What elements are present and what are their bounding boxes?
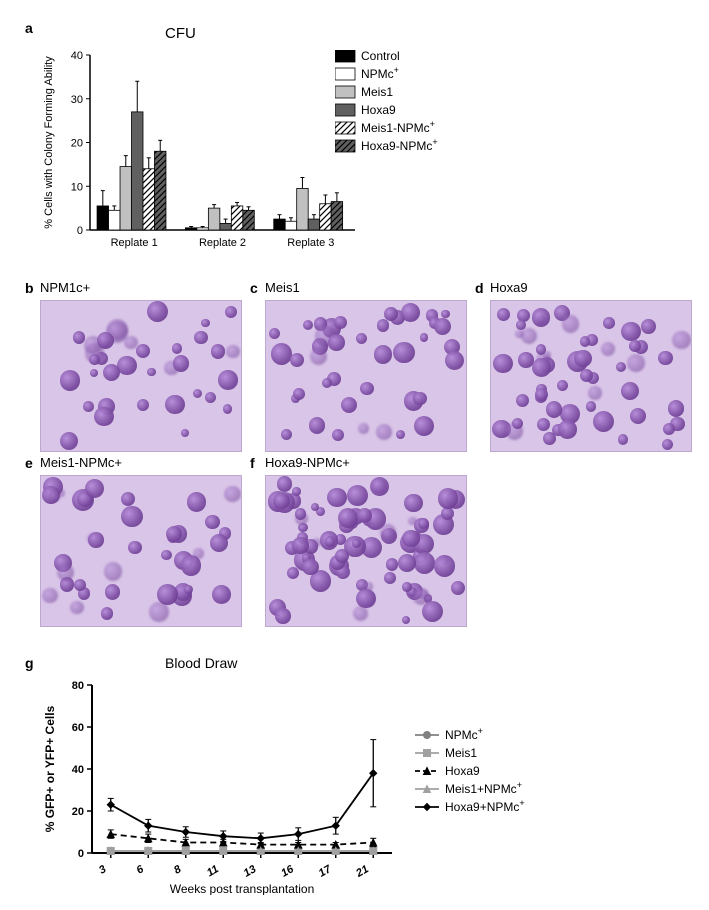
- panel-g-title: Blood Draw: [165, 655, 237, 671]
- svg-text:8: 8: [172, 863, 184, 877]
- svg-text:13: 13: [242, 863, 259, 880]
- svg-text:60: 60: [72, 722, 84, 734]
- svg-text:Hoxa9-NPMc+: Hoxa9-NPMc+: [361, 137, 438, 153]
- panel-a-label: a: [25, 20, 33, 36]
- panel-c-title: Meis1: [265, 280, 300, 295]
- svg-text:Meis1-NPMc+: Meis1-NPMc+: [361, 119, 435, 135]
- micrograph-e: [40, 475, 242, 627]
- micrograph-c: [265, 300, 467, 452]
- svg-text:30: 30: [71, 94, 83, 106]
- svg-text:NPMc+: NPMc+: [361, 65, 399, 81]
- panel-b-label: b: [25, 280, 34, 296]
- panel-e-label: e: [25, 455, 33, 471]
- micrograph-d: [490, 300, 692, 452]
- svg-text:17: 17: [317, 863, 334, 880]
- panel-g-legend: NPMc+ Meis1 Hoxa9 Meis1+NPMc+ Hoxa9+NPMc+: [415, 725, 585, 830]
- svg-text:40: 40: [72, 764, 84, 776]
- panel-a-chart: % Cells with Colony Forming Ability 0 10 20…: [40, 40, 360, 260]
- svg-text:NPMc+: NPMc+: [445, 726, 483, 742]
- panel-b-title: NPM1c+: [40, 280, 90, 295]
- svg-text:0: 0: [77, 225, 83, 237]
- panel-e-title: Meis1-NPMc+: [40, 455, 122, 470]
- panel-f-title: Hoxa9-NPMc+: [265, 455, 350, 470]
- svg-text:Hoxa9: Hoxa9: [361, 103, 396, 117]
- panel-a-legend: Control NPMc+ Meis1 Hoxa9 Meis1-NPMc+ Hoxa9-N…: [335, 50, 495, 175]
- svg-text:Replate 2: Replate 2: [199, 237, 246, 249]
- svg-text:80: 80: [72, 680, 84, 692]
- svg-text:Replate 3: Replate 3: [287, 237, 334, 249]
- panel-c-label: c: [250, 280, 258, 296]
- svg-text:Meis1: Meis1: [361, 85, 393, 99]
- svg-text:Control: Control: [361, 50, 400, 63]
- micrograph-f: [265, 475, 467, 627]
- svg-text:% GFP+ or YFP+ Cells: % GFP+ or YFP+ Cells: [43, 705, 57, 832]
- panel-g-chart: % GFP+ or YFP+ Cells 0 20 40 60 80 3 6 8 11 13 16 17…: [40, 675, 400, 895]
- svg-text:0: 0: [78, 848, 84, 860]
- svg-text:Hoxa9+NPMc+: Hoxa9+NPMc+: [445, 798, 525, 814]
- svg-text:Weeks post transplantation: Weeks post transplantation: [170, 882, 315, 895]
- svg-text:16: 16: [279, 863, 296, 880]
- svg-text:6: 6: [134, 863, 146, 877]
- svg-text:40: 40: [71, 50, 83, 62]
- svg-text:3: 3: [97, 863, 108, 876]
- svg-text:10: 10: [71, 181, 83, 193]
- panel-g-label: g: [25, 655, 34, 671]
- svg-text:11: 11: [205, 863, 221, 879]
- svg-text:20: 20: [72, 806, 84, 818]
- svg-text:Meis1: Meis1: [445, 746, 477, 760]
- svg-text:Replate 1: Replate 1: [111, 237, 158, 249]
- svg-text:Hoxa9: Hoxa9: [445, 764, 480, 778]
- panel-d-label: d: [475, 280, 484, 296]
- svg-text:% Cells with Colony Forming Ab: % Cells with Colony Forming Ability: [43, 56, 55, 229]
- panel-d-title: Hoxa9: [490, 280, 528, 295]
- panel-f-label: f: [250, 455, 255, 471]
- svg-text:21: 21: [353, 863, 370, 880]
- svg-text:Meis1+NPMc+: Meis1+NPMc+: [445, 780, 522, 796]
- svg-text:20: 20: [71, 138, 83, 150]
- micrograph-b: [40, 300, 242, 452]
